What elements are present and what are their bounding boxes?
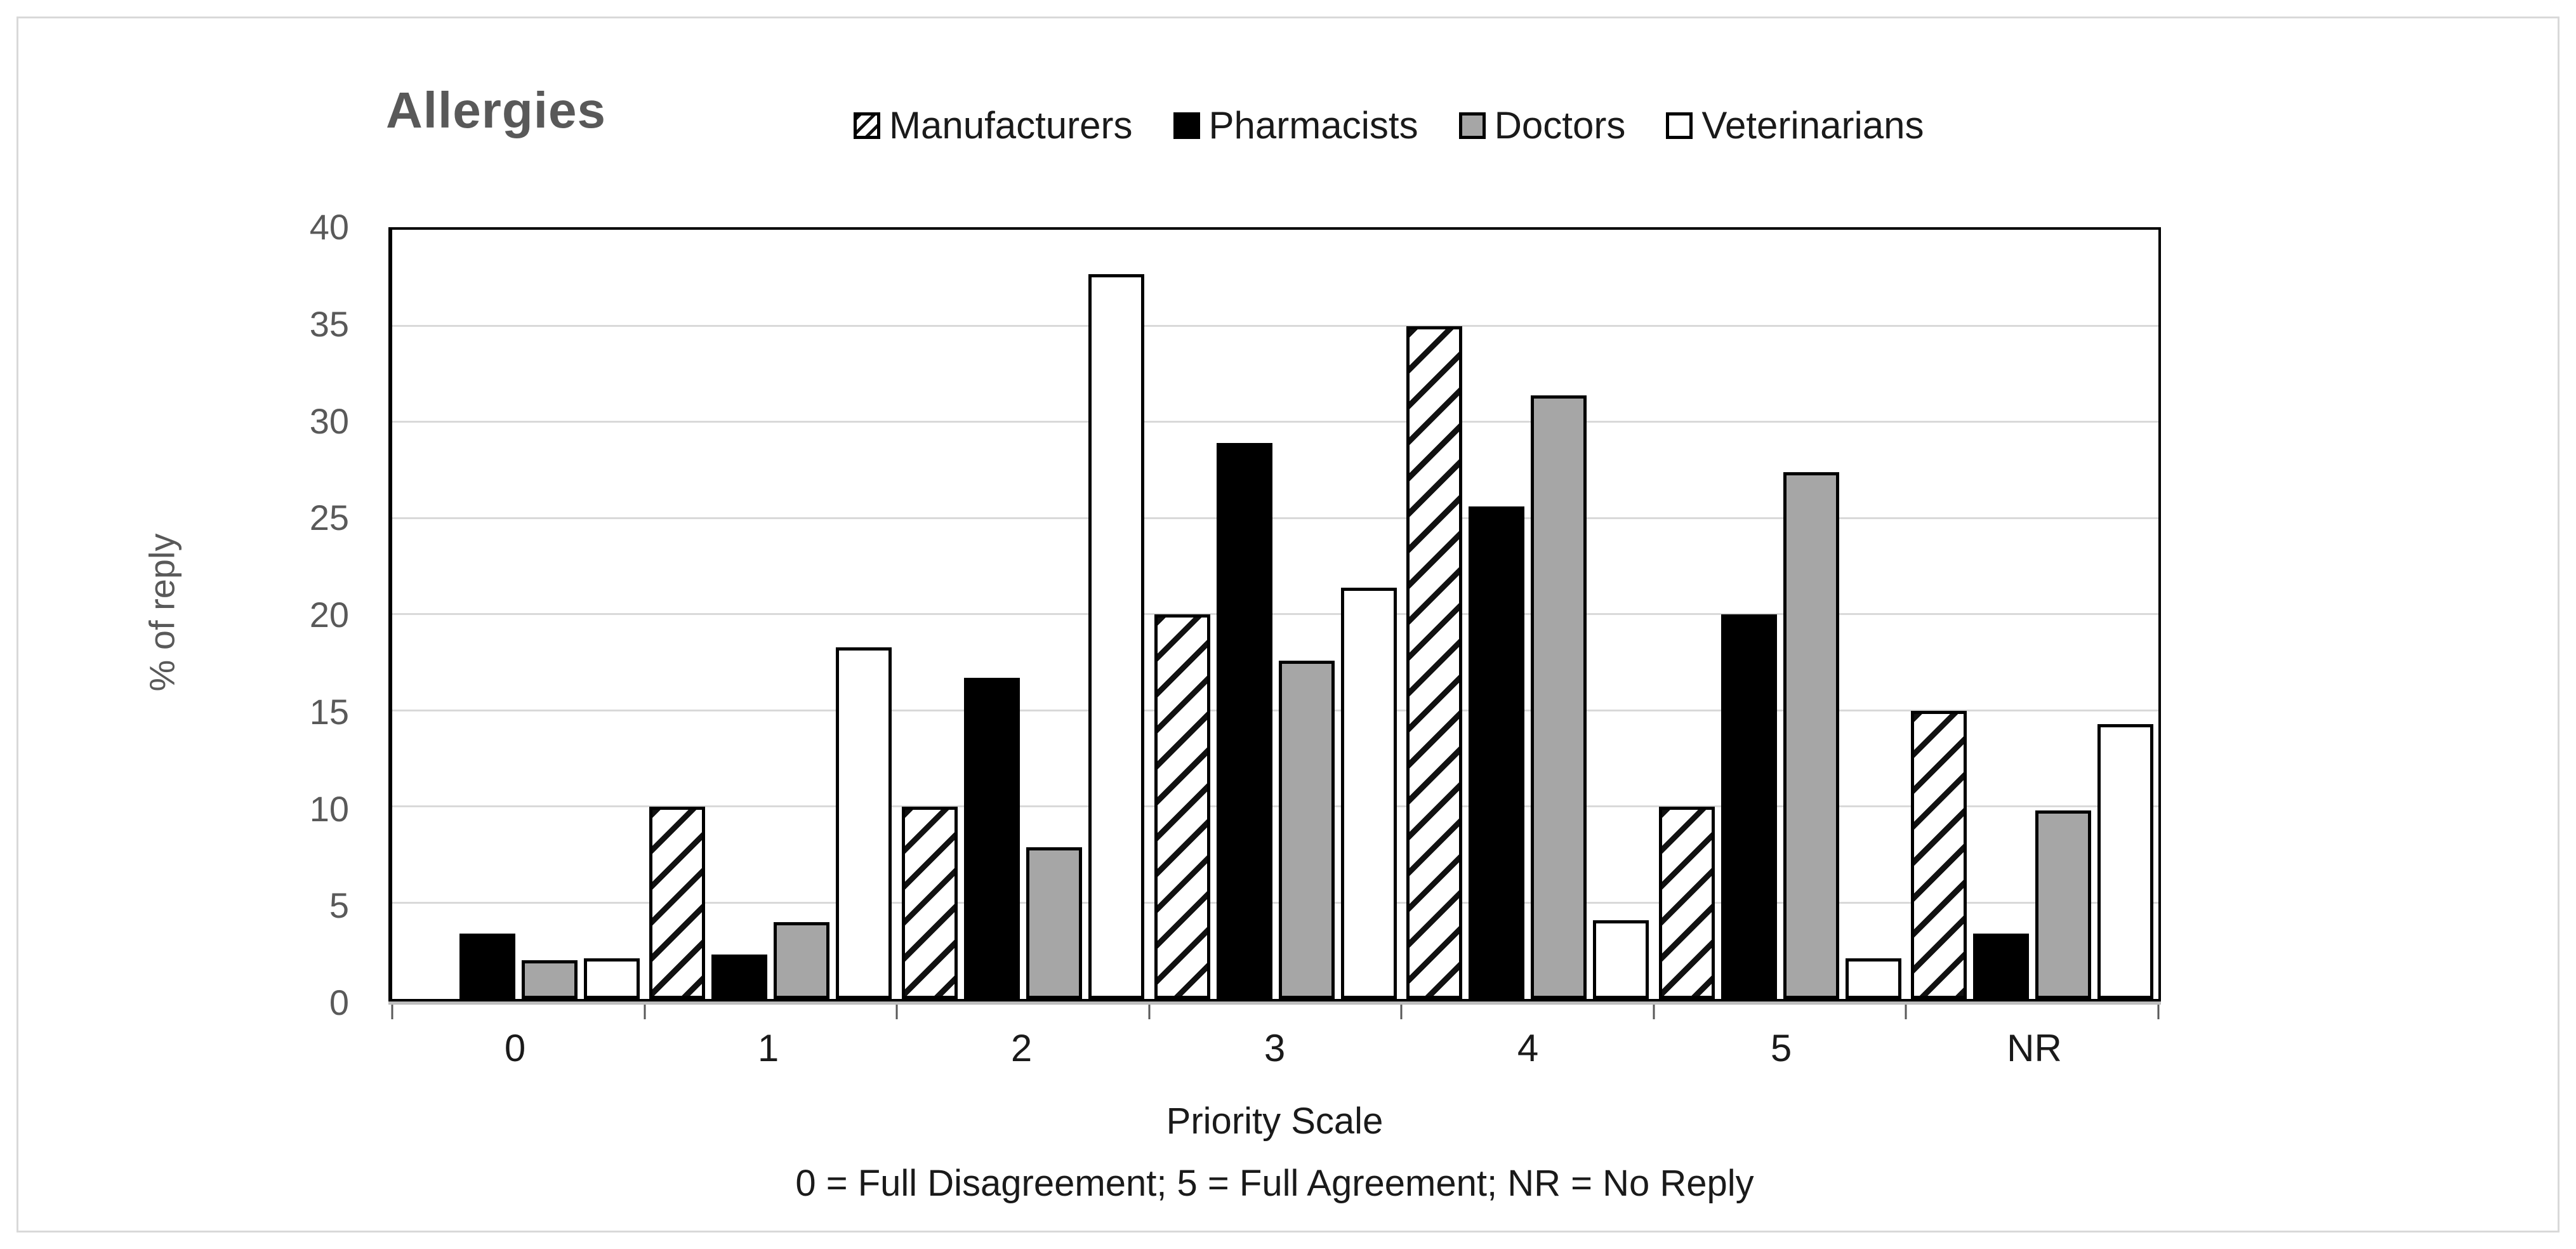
legend-label-veterinarians: Veterinarians <box>1701 104 1924 147</box>
bar-doctors-3 <box>1278 660 1335 999</box>
y-tick-label-40: 40 <box>309 207 349 247</box>
y-tick-label-30: 30 <box>309 400 349 441</box>
gridline-20 <box>392 613 2158 615</box>
category-group-2 <box>897 230 1149 999</box>
gridline-5 <box>392 901 2158 904</box>
legend-swatch-pharmacists-icon <box>1173 112 1200 139</box>
category-group-1 <box>645 230 897 999</box>
x-axis-note: 0 = Full Disagreement; 5 = Full Agreemen… <box>795 1163 1754 1204</box>
x-axis-tick-4 <box>1400 1003 1403 1019</box>
legend-label-pharmacists: Pharmacists <box>1208 104 1418 147</box>
bar-veterinarians-2 <box>1088 274 1144 999</box>
legend-item-veterinarians: Veterinarians <box>1666 107 1924 145</box>
bar-manufacturers-4 <box>1406 326 1463 999</box>
y-tick-label-5: 5 <box>329 885 349 926</box>
x-axis-tick-6 <box>1905 1003 1907 1019</box>
gridline-25 <box>392 517 2158 519</box>
bar-doctors-NR <box>2035 810 2092 999</box>
bar-doctors-2 <box>1026 847 1082 999</box>
bar-manufacturers-NR <box>1911 710 1967 999</box>
bar-pharmacists-3 <box>1216 443 1272 999</box>
bar-veterinarians-1 <box>836 647 892 999</box>
category-group-4 <box>1401 230 1654 999</box>
y-tick-label-10: 10 <box>309 788 349 829</box>
y-tick-label-0: 0 <box>329 982 349 1022</box>
bar-pharmacists-2 <box>963 678 1020 999</box>
category-group-NR <box>1906 230 2158 999</box>
legend-item-doctors: Doctors <box>1458 104 1626 147</box>
category-group-0 <box>392 230 645 999</box>
bar-veterinarians-NR <box>2097 724 2154 999</box>
bar-doctors-0 <box>521 960 578 999</box>
bar-manufacturers-1 <box>649 807 706 999</box>
x-category-label-3: 3 <box>1264 1027 1286 1069</box>
bar-veterinarians-3 <box>1340 587 1397 999</box>
x-axis-tick-3 <box>1148 1003 1151 1019</box>
plot-area <box>388 227 2161 1019</box>
bar-pharmacists-1 <box>711 955 768 999</box>
gridline-30 <box>392 421 2158 423</box>
category-group-5 <box>1654 230 1906 999</box>
y-tick-label-25: 25 <box>309 498 349 538</box>
y-axis-tick-labels: 0 5 10 15 20 25 30 35 40 <box>190 209 349 1021</box>
x-axis-tick-marks <box>391 999 2160 1019</box>
x-axis-shadow-line <box>388 1001 2161 1005</box>
x-category-label-5: 5 <box>1770 1027 1792 1069</box>
legend-label-doctors: Doctors <box>1494 104 1626 147</box>
legend-item-pharmacists: Pharmacists <box>1173 107 1418 145</box>
gridline-35 <box>392 324 2158 327</box>
bar-veterinarians-0 <box>583 958 640 999</box>
category-group-3 <box>1149 230 1402 999</box>
bar-manufacturers-3 <box>1154 614 1210 999</box>
legend-label-manufacturers: Manufacturers <box>889 104 1133 147</box>
bar-pharmacists-NR <box>1973 933 2030 999</box>
legend-swatch-veterinarians-icon <box>1666 112 1693 139</box>
x-axis-tick-0 <box>391 1003 393 1019</box>
x-axis-tick-7 <box>2157 1003 2160 1019</box>
x-category-label-NR: NR <box>2007 1027 2062 1069</box>
bar-groups <box>392 230 2158 999</box>
x-axis-tick-2 <box>895 1003 898 1019</box>
bar-pharmacists-4 <box>1469 506 1525 999</box>
x-axis-tick-5 <box>1653 1003 1655 1019</box>
legend-item-manufacturers: Manufacturers <box>854 107 1133 145</box>
bar-pharmacists-0 <box>459 933 515 999</box>
chart-title: Allergies <box>386 82 606 138</box>
x-category-labels: 0 1 2 3 4 5 NR <box>388 1029 2161 1067</box>
bar-doctors-4 <box>1531 395 1587 999</box>
x-axis-tick-1 <box>644 1003 646 1019</box>
bar-veterinarians-4 <box>1593 920 1649 999</box>
bar-manufacturers-5 <box>1658 807 1715 999</box>
gridline-10 <box>392 805 2158 807</box>
y-tick-label-20: 20 <box>309 595 349 635</box>
gridline-15 <box>392 709 2158 711</box>
bar-doctors-1 <box>774 922 830 999</box>
y-tick-label-15: 15 <box>309 691 349 732</box>
x-category-label-4: 4 <box>1517 1027 1539 1069</box>
y-axis-title: % of reply <box>142 533 182 692</box>
x-axis-title: Priority Scale <box>1166 1100 1384 1142</box>
x-category-label-1: 1 <box>757 1027 779 1069</box>
legend: Manufacturers Pharmacists Doctors Veterinar… <box>854 107 1924 145</box>
y-tick-label-35: 35 <box>309 303 349 344</box>
legend-swatch-manufacturers-icon <box>854 112 880 139</box>
x-category-label-2: 2 <box>1010 1027 1033 1069</box>
legend-swatch-doctors-icon <box>1458 112 1486 139</box>
bar-pharmacists-5 <box>1721 614 1777 999</box>
bar-veterinarians-5 <box>1845 958 1901 999</box>
bar-manufacturers-2 <box>901 807 958 999</box>
bar-doctors-5 <box>1783 472 1839 999</box>
x-category-label-0: 0 <box>504 1027 526 1069</box>
